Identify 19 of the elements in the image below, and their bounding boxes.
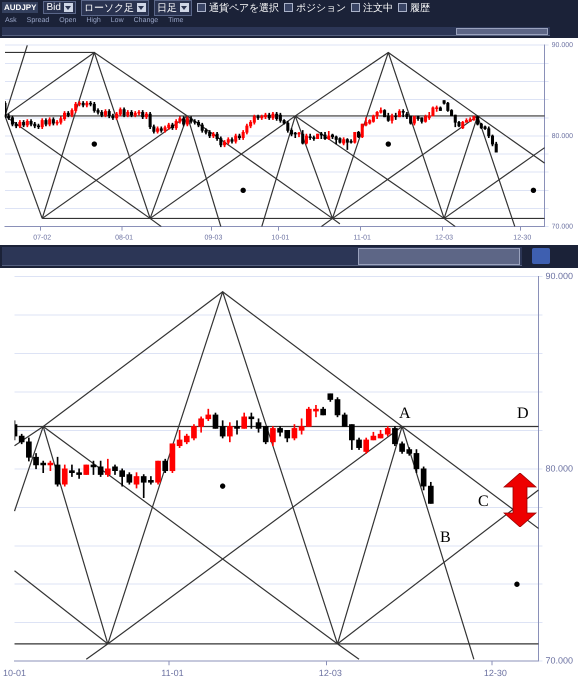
text: ポジション xyxy=(296,2,346,14)
y-tick-label: 80.000 xyxy=(545,463,574,474)
text: 日足 xyxy=(156,2,177,14)
text: ローソク足 xyxy=(84,2,134,14)
x-tick-label: 11-01 xyxy=(161,668,184,678)
text: AUDJPY xyxy=(4,3,36,12)
annotation: B xyxy=(440,529,451,546)
y-tick-label: 70.000 xyxy=(545,656,574,666)
text: 履歴 xyxy=(410,2,430,14)
text: Bid xyxy=(46,2,61,13)
x-tick-label: 12-03 xyxy=(318,668,342,678)
y-tick-label: 90.000 xyxy=(545,270,574,281)
text: 通貨ペアを選択 xyxy=(208,2,279,14)
x-tick-label: 12-30 xyxy=(484,668,507,678)
annotation: D xyxy=(517,405,529,422)
text: 注文中 xyxy=(362,2,393,14)
x-tick-label: 10-01 xyxy=(2,668,26,678)
annotation: A xyxy=(399,405,411,422)
annotation: C xyxy=(478,493,489,510)
